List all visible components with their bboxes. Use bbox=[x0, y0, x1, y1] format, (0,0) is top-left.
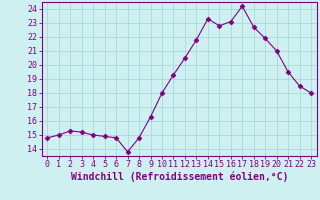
X-axis label: Windchill (Refroidissement éolien,°C): Windchill (Refroidissement éolien,°C) bbox=[70, 172, 288, 182]
